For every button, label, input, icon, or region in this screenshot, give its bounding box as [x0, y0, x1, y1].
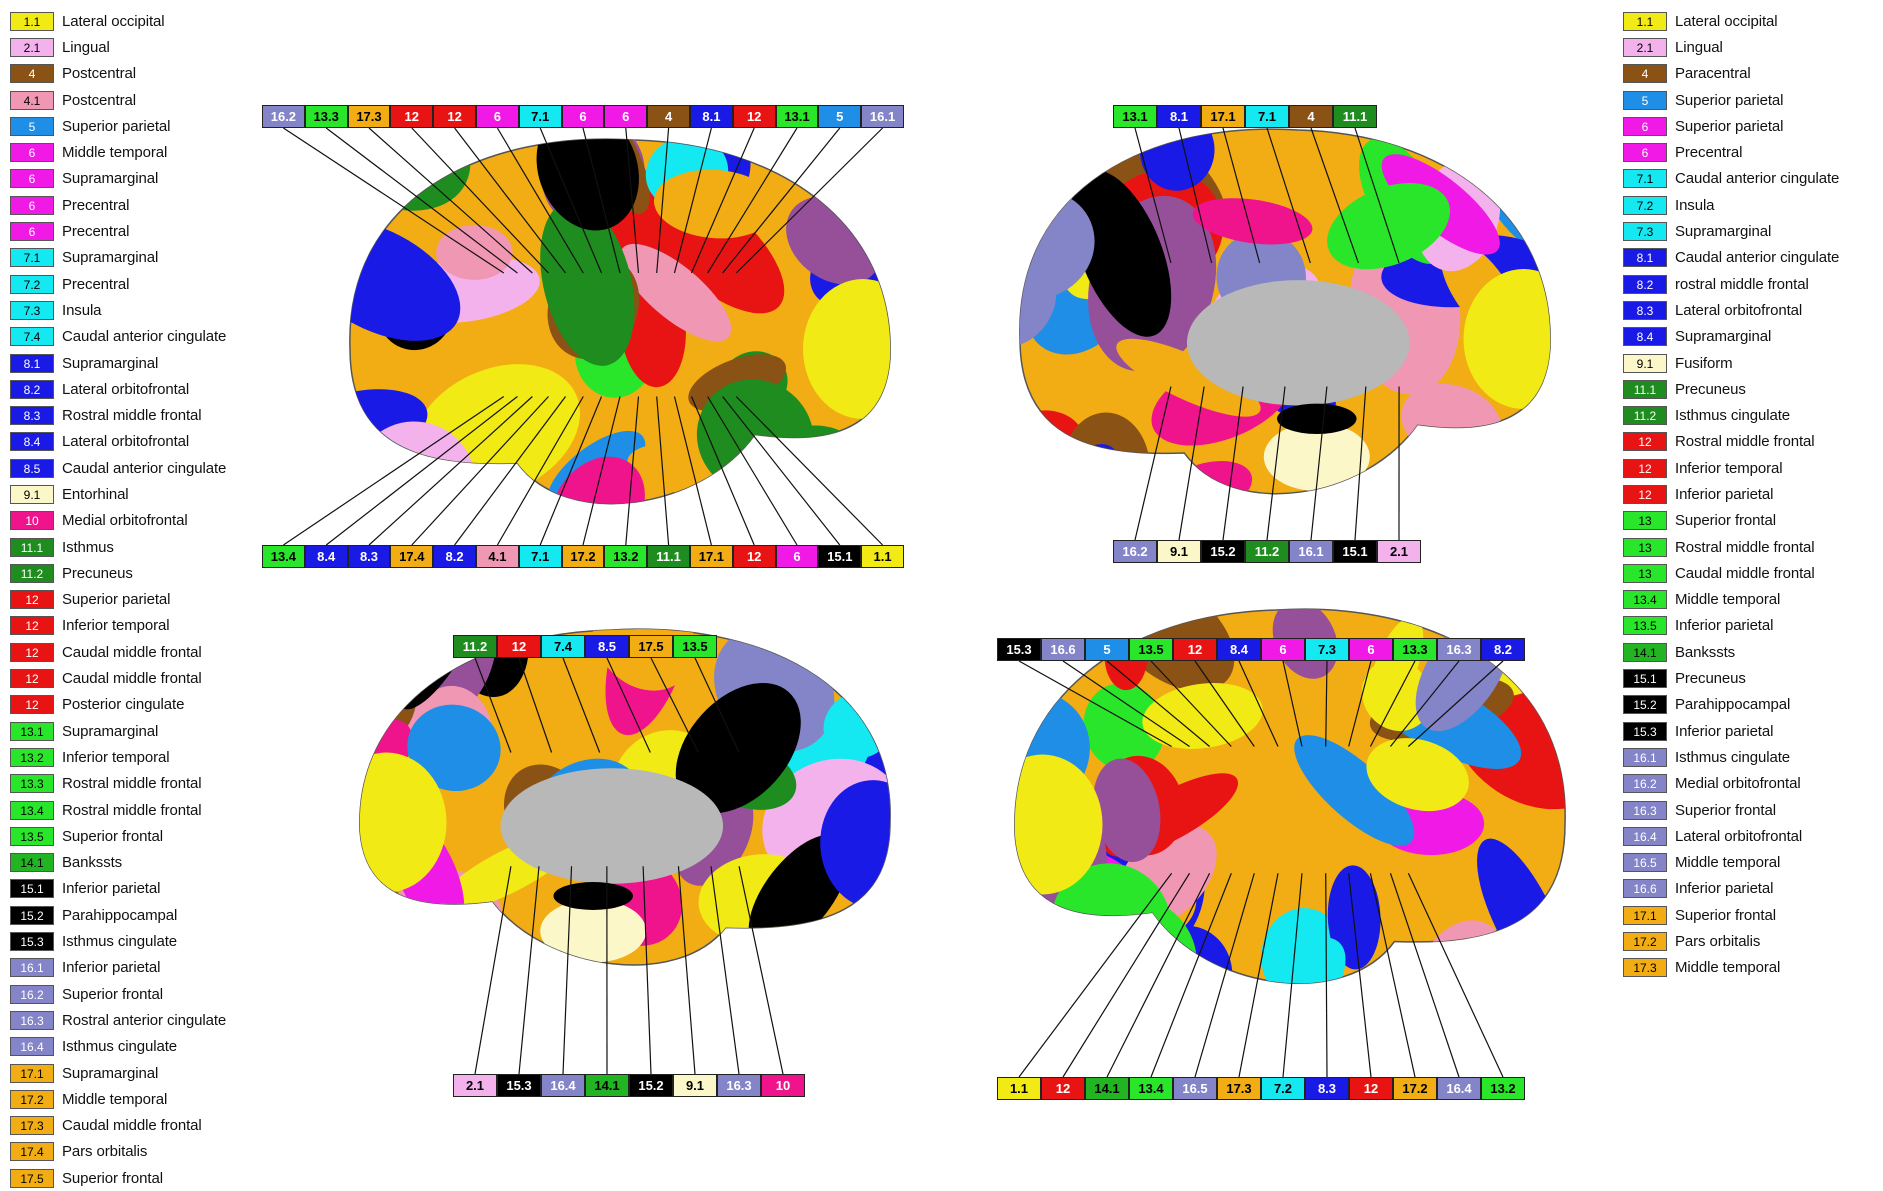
region-label-box: 4.1 — [476, 545, 519, 568]
medial-wall — [1187, 280, 1410, 405]
region-label-box: 16.4 — [1437, 1077, 1481, 1100]
region-label-box: 17.1 — [690, 545, 733, 568]
region-label-box: 16.1 — [861, 105, 904, 128]
region-label-box: 15.2 — [1201, 540, 1245, 563]
region-label-box: 8.4 — [305, 545, 348, 568]
parahippocampal-region — [1277, 404, 1357, 434]
region-label-box: 8.4 — [1217, 638, 1261, 661]
region-label-box: 16.2 — [262, 105, 305, 128]
brain-view-right-lateral — [942, 535, 1641, 1077]
region-label-box: 17.5 — [629, 635, 673, 658]
region-label-box: 6 — [604, 105, 647, 128]
region-label-box: 6 — [1261, 638, 1305, 661]
region-label-box: 13.3 — [305, 105, 348, 128]
medial-wall — [500, 768, 723, 884]
region-label-box: 12 — [1041, 1077, 1085, 1100]
region-label-box: 13.1 — [776, 105, 819, 128]
region-label-box: 13.2 — [604, 545, 647, 568]
region-label-box: 16.4 — [541, 1074, 585, 1097]
region-label-box: 7.4 — [541, 635, 585, 658]
region-label-box: 15.2 — [629, 1074, 673, 1097]
region-label-box: 1.1 — [997, 1077, 1041, 1100]
region-label-box: 16.6 — [1041, 638, 1085, 661]
cortical-region — [827, 915, 952, 1000]
region-label-box: 11.1 — [647, 545, 690, 568]
occipital-region — [803, 279, 923, 419]
region-label-box: 12 — [733, 545, 776, 568]
occipital-region — [1464, 269, 1584, 409]
region-label-box: 12 — [1173, 638, 1217, 661]
region-label-box: 8.3 — [1305, 1077, 1349, 1100]
region-label-box: 11.2 — [1245, 540, 1289, 563]
region-label-box: 14.1 — [585, 1074, 629, 1097]
region-label-box: 13.5 — [1129, 638, 1173, 661]
parahippocampal-region — [553, 882, 633, 910]
region-label-box: 6 — [1349, 638, 1393, 661]
region-label-box: 13.2 — [1481, 1077, 1525, 1100]
occipital-region — [327, 753, 447, 893]
region-label-box: 12 — [497, 635, 541, 658]
region-label-box: 6 — [776, 545, 819, 568]
region-label-box: 8.3 — [348, 545, 391, 568]
region-label-box: 11.2 — [453, 635, 497, 658]
region-label-box: 5 — [1085, 638, 1129, 661]
region-label-box: 17.2 — [1393, 1077, 1437, 1100]
region-label-box: 17.3 — [348, 105, 391, 128]
region-label-box: 15.1 — [818, 545, 861, 568]
region-label-box: 12 — [733, 105, 776, 128]
region-label-box: 8.1 — [690, 105, 733, 128]
region-label-box: 15.3 — [997, 638, 1041, 661]
region-label-box: 7.1 — [519, 545, 562, 568]
region-label-box: 13.3 — [1393, 638, 1437, 661]
occipital-region — [983, 755, 1103, 895]
region-label-box: 4 — [647, 105, 690, 128]
region-label-box: 16.3 — [1437, 638, 1481, 661]
region-label-box: 1.1 — [861, 545, 904, 568]
region-label-box: 2.1 — [453, 1074, 497, 1097]
region-label-box: 17.3 — [1217, 1077, 1261, 1100]
region-label-box: 9.1 — [673, 1074, 717, 1097]
brain-view-left-medial — [309, 551, 953, 1074]
region-label-box: 15.1 — [1333, 540, 1377, 563]
region-label-box: 12 — [390, 105, 433, 128]
region-label-box: 16.1 — [1289, 540, 1333, 563]
region-label-box: 10 — [761, 1074, 805, 1097]
region-label-box: 12 — [1349, 1077, 1393, 1100]
region-label-box: 13.5 — [673, 635, 717, 658]
region-label-box: 17.1 — [1201, 105, 1245, 128]
region-label-box: 2.1 — [1377, 540, 1421, 563]
region-label-box: 4 — [1289, 105, 1333, 128]
region-label-box: 12 — [433, 105, 476, 128]
region-label-box: 7.1 — [519, 105, 562, 128]
region-label-box: 13.1 — [1113, 105, 1157, 128]
region-label-box: 7.2 — [1261, 1077, 1305, 1100]
region-label-box: 8.5 — [585, 635, 629, 658]
region-label-box: 8.2 — [1481, 638, 1525, 661]
region-label-box: 13.4 — [1129, 1077, 1173, 1100]
cortical-region — [368, 930, 433, 1012]
region-label-box: 16.3 — [717, 1074, 761, 1097]
region-label-box: 11.1 — [1333, 105, 1377, 128]
region-label-box: 17.4 — [390, 545, 433, 568]
brain-view-right-medial — [962, 92, 1606, 574]
region-label-box: 7.3 — [1305, 638, 1349, 661]
region-label-box: 16.2 — [1113, 540, 1157, 563]
region-label-box: 8.1 — [1157, 105, 1201, 128]
region-label-box: 13.4 — [262, 545, 305, 568]
region-label-box: 15.3 — [497, 1074, 541, 1097]
region-label-box: 9.1 — [1157, 540, 1201, 563]
brain-view-left-lateral — [274, 61, 937, 578]
region-label-box: 5 — [818, 105, 861, 128]
region-label-box: 6 — [562, 105, 605, 128]
region-label-box: 8.2 — [433, 545, 476, 568]
region-label-box: 7.1 — [1245, 105, 1289, 128]
region-label-box: 6 — [476, 105, 519, 128]
region-label-box: 17.2 — [562, 545, 605, 568]
region-label-box: 16.5 — [1173, 1077, 1217, 1100]
region-label-box: 14.1 — [1085, 1077, 1129, 1100]
